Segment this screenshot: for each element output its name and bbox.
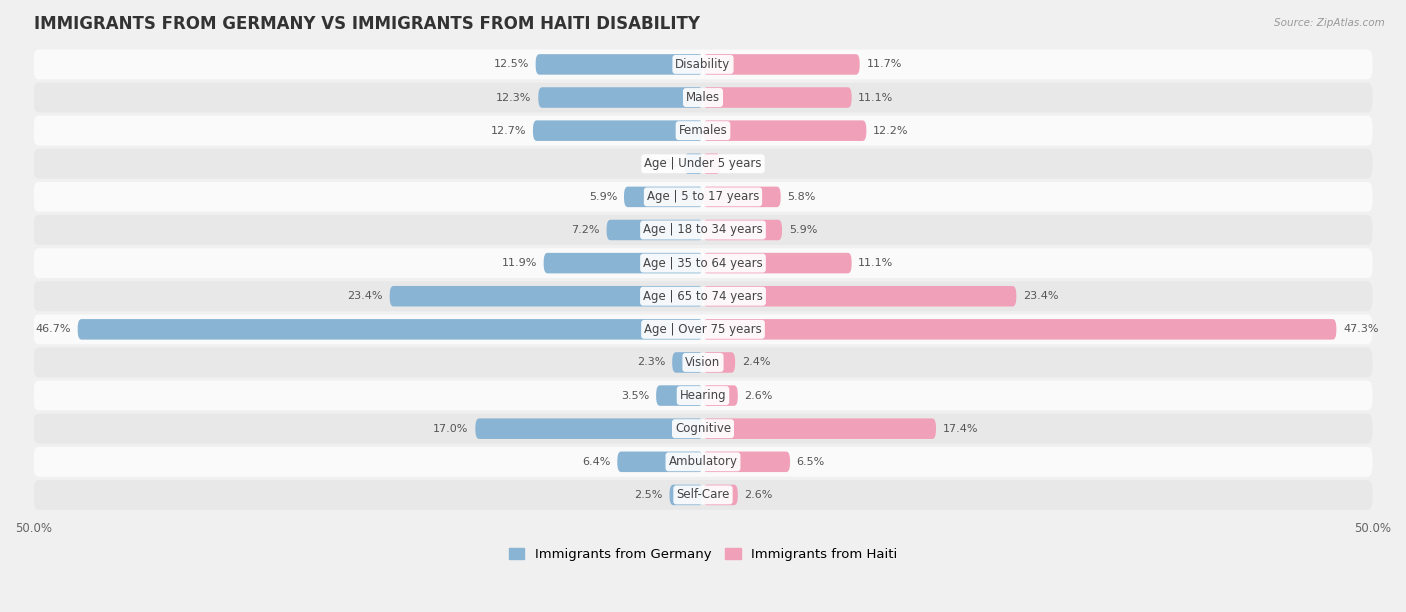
Text: 7.2%: 7.2% [571,225,600,235]
Text: Self-Care: Self-Care [676,488,730,501]
Text: 5.9%: 5.9% [589,192,617,202]
FancyBboxPatch shape [703,319,1336,340]
FancyBboxPatch shape [536,54,703,75]
Text: 3.5%: 3.5% [621,390,650,401]
Text: 2.4%: 2.4% [742,357,770,367]
Text: Females: Females [679,124,727,137]
FancyBboxPatch shape [34,282,1372,311]
Text: 2.3%: 2.3% [637,357,665,367]
FancyBboxPatch shape [475,419,703,439]
Text: 12.7%: 12.7% [491,125,526,136]
Text: 1.3%: 1.3% [727,159,755,169]
FancyBboxPatch shape [606,220,703,241]
FancyBboxPatch shape [624,187,703,207]
FancyBboxPatch shape [672,352,703,373]
FancyBboxPatch shape [34,248,1372,278]
FancyBboxPatch shape [34,348,1372,378]
Text: 2.6%: 2.6% [745,490,773,500]
Text: Age | 5 to 17 years: Age | 5 to 17 years [647,190,759,203]
FancyBboxPatch shape [703,386,738,406]
Text: Hearing: Hearing [679,389,727,402]
FancyBboxPatch shape [34,149,1372,179]
Text: 12.3%: 12.3% [496,92,531,103]
Text: 23.4%: 23.4% [347,291,382,301]
FancyBboxPatch shape [77,319,703,340]
FancyBboxPatch shape [34,50,1372,80]
Text: 46.7%: 46.7% [35,324,70,334]
Text: Vision: Vision [685,356,721,369]
Text: 2.5%: 2.5% [634,490,662,500]
Text: Age | Under 5 years: Age | Under 5 years [644,157,762,170]
FancyBboxPatch shape [703,121,866,141]
FancyBboxPatch shape [34,182,1372,212]
Text: 2.6%: 2.6% [745,390,773,401]
Text: 17.4%: 17.4% [942,424,979,434]
FancyBboxPatch shape [538,88,703,108]
FancyBboxPatch shape [657,386,703,406]
Text: 47.3%: 47.3% [1343,324,1378,334]
Text: 17.0%: 17.0% [433,424,468,434]
FancyBboxPatch shape [703,485,738,505]
FancyBboxPatch shape [703,220,782,241]
Text: Age | 65 to 74 years: Age | 65 to 74 years [643,289,763,303]
Text: Disability: Disability [675,58,731,71]
FancyBboxPatch shape [617,452,703,472]
Text: Age | 18 to 34 years: Age | 18 to 34 years [643,223,763,236]
Text: 6.4%: 6.4% [582,457,610,467]
FancyBboxPatch shape [703,187,780,207]
Text: 5.8%: 5.8% [787,192,815,202]
Legend: Immigrants from Germany, Immigrants from Haiti: Immigrants from Germany, Immigrants from… [503,543,903,567]
FancyBboxPatch shape [685,154,703,174]
FancyBboxPatch shape [34,480,1372,510]
Text: Ambulatory: Ambulatory [668,455,738,468]
Text: Age | 35 to 64 years: Age | 35 to 64 years [643,256,763,270]
FancyBboxPatch shape [544,253,703,274]
FancyBboxPatch shape [34,315,1372,344]
FancyBboxPatch shape [703,419,936,439]
Text: 11.1%: 11.1% [858,92,894,103]
FancyBboxPatch shape [34,414,1372,444]
FancyBboxPatch shape [533,121,703,141]
FancyBboxPatch shape [34,215,1372,245]
FancyBboxPatch shape [34,83,1372,113]
FancyBboxPatch shape [34,381,1372,411]
Text: IMMIGRANTS FROM GERMANY VS IMMIGRANTS FROM HAITI DISABILITY: IMMIGRANTS FROM GERMANY VS IMMIGRANTS FR… [34,15,700,33]
Text: Males: Males [686,91,720,104]
Text: 11.7%: 11.7% [866,59,901,69]
Text: 5.9%: 5.9% [789,225,817,235]
FancyBboxPatch shape [703,253,852,274]
Text: 11.9%: 11.9% [502,258,537,268]
Text: 1.4%: 1.4% [650,159,678,169]
Text: Age | Over 75 years: Age | Over 75 years [644,323,762,336]
Text: 11.1%: 11.1% [858,258,894,268]
FancyBboxPatch shape [703,286,1017,307]
FancyBboxPatch shape [34,447,1372,477]
FancyBboxPatch shape [703,88,852,108]
Text: 12.2%: 12.2% [873,125,908,136]
FancyBboxPatch shape [669,485,703,505]
FancyBboxPatch shape [389,286,703,307]
Text: 23.4%: 23.4% [1024,291,1059,301]
Text: Cognitive: Cognitive [675,422,731,435]
FancyBboxPatch shape [703,352,735,373]
Text: 6.5%: 6.5% [797,457,825,467]
FancyBboxPatch shape [703,154,720,174]
FancyBboxPatch shape [703,452,790,472]
FancyBboxPatch shape [34,116,1372,146]
FancyBboxPatch shape [703,54,859,75]
Text: 12.5%: 12.5% [494,59,529,69]
Text: Source: ZipAtlas.com: Source: ZipAtlas.com [1274,18,1385,28]
